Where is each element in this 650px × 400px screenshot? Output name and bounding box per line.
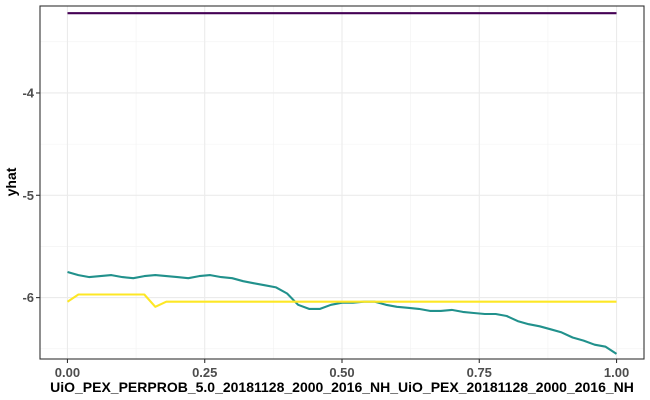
x-axis: 0.00 0.25 0.50 0.75 1.00 (55, 359, 629, 380)
y-tick-label: -6 (22, 290, 34, 305)
series-line-3 (66, 293, 617, 308)
y-tick-label: -4 (22, 85, 34, 100)
major-gridlines (40, 6, 644, 359)
x-axis-title: UiO_PEX_PERPROB_5.0_20181128_2000_2016_N… (50, 379, 634, 395)
x-tick-label: 0.50 (329, 365, 354, 380)
x-tick-label: 1.00 (604, 365, 629, 380)
x-tick-label: 0.00 (55, 365, 80, 380)
x-tick-label: 0.75 (467, 365, 492, 380)
y-axis-title: yhat (3, 167, 19, 196)
y-tick-label: -5 (22, 188, 34, 203)
y-axis: -4 -5 -6 (22, 85, 40, 305)
series-lines (66, 12, 618, 355)
x-tick-label: 0.25 (192, 365, 217, 380)
